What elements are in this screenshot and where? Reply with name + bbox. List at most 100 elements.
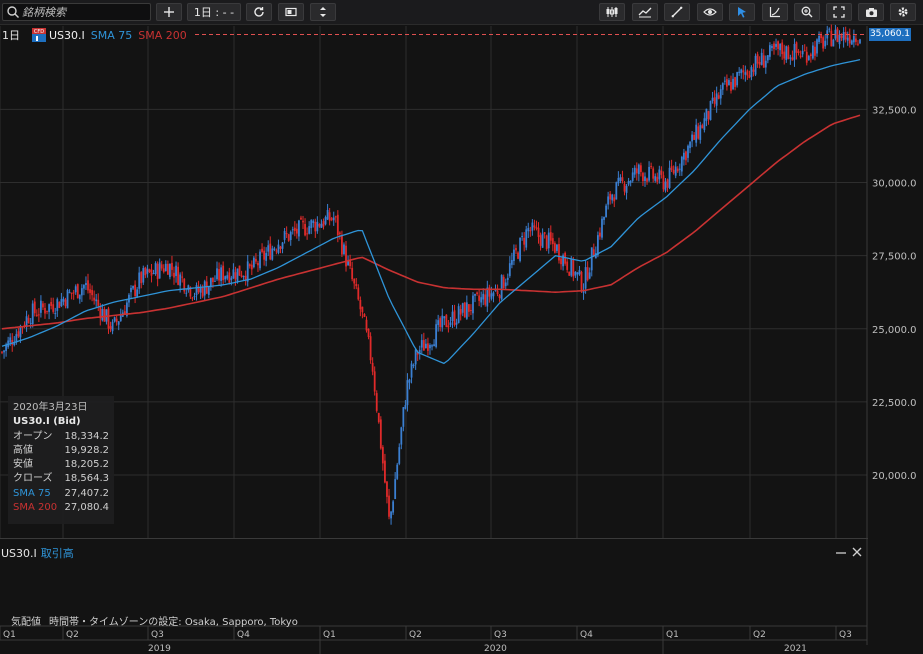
candle-body	[107, 308, 110, 329]
candle-body	[324, 217, 327, 225]
candle-body	[381, 447, 384, 464]
candle-body	[572, 259, 575, 277]
candle-body	[713, 97, 716, 104]
candle-body	[150, 269, 153, 276]
curve-measure-icon	[769, 7, 780, 18]
quarter-label: Q2	[66, 630, 79, 640]
candle-body	[725, 79, 728, 87]
candle-body	[218, 269, 220, 281]
candle-body	[402, 407, 405, 427]
candle-body	[846, 37, 849, 41]
candle-body	[113, 317, 116, 322]
candle-body	[126, 302, 128, 316]
volume-panel-indicator[interactable]: 取引高	[40, 547, 74, 560]
screenshot-button[interactable]	[858, 3, 884, 21]
candle-body	[89, 289, 91, 293]
candle-body	[111, 321, 114, 332]
candle-body	[498, 295, 501, 299]
candle-body	[615, 182, 618, 200]
candle-body	[551, 238, 554, 245]
candle-body	[682, 152, 685, 160]
visibility-button[interactable]	[697, 3, 723, 21]
candle-body	[201, 287, 204, 297]
candle-body	[605, 205, 607, 218]
add-chart-button[interactable]	[156, 3, 182, 21]
candle-body	[214, 280, 216, 282]
candle-body	[25, 316, 28, 328]
panel-divider[interactable]	[0, 538, 868, 539]
candle-body	[541, 233, 544, 248]
candle-body	[11, 340, 14, 345]
candle-body	[531, 222, 534, 231]
timeframe-button[interactable]: 1日 : - -	[187, 3, 241, 21]
candle-body	[588, 272, 591, 279]
candle-body	[234, 272, 237, 280]
candle-body	[553, 243, 556, 253]
candle-body	[451, 311, 454, 322]
candle-body	[359, 299, 362, 310]
candle-body	[773, 43, 775, 50]
draw-line-button[interactable]	[664, 3, 690, 21]
candle-body	[160, 264, 163, 269]
refresh-button[interactable]	[246, 3, 272, 21]
candle-body	[594, 253, 597, 259]
candle-body	[807, 56, 810, 61]
grid	[0, 26, 868, 645]
candle-body	[842, 32, 845, 41]
search-input[interactable]	[22, 4, 148, 20]
candle-body	[488, 287, 491, 297]
candle-body	[820, 34, 822, 39]
sma75-line	[1, 58, 861, 365]
candle-body	[15, 334, 18, 343]
candle-body	[312, 220, 315, 224]
candle-body	[181, 276, 184, 278]
info-date: 2020年3月23日	[13, 402, 88, 413]
candle-body	[582, 290, 585, 293]
settings-button[interactable]	[890, 3, 916, 21]
candle-body	[533, 225, 536, 228]
candle-body	[332, 217, 335, 221]
candle-body	[42, 303, 44, 308]
candle-body	[758, 62, 761, 65]
y-tick-label: 20,000.0	[872, 471, 917, 482]
close-panel-button[interactable]	[851, 546, 863, 558]
candle-body	[840, 35, 843, 38]
candle-body	[240, 275, 243, 277]
candle-body	[410, 363, 413, 378]
candle-body	[341, 234, 343, 255]
minimize-panel-button[interactable]	[835, 546, 847, 558]
chart-type-button[interactable]	[599, 3, 625, 21]
sort-button[interactable]	[310, 3, 336, 21]
candle-body	[740, 69, 743, 74]
layout-button[interactable]	[278, 3, 304, 21]
timezone-setting[interactable]: 時間帯・タイムゾーンの設定: Osaka, Sapporo, Tokyo	[49, 617, 298, 628]
zoom-button[interactable]	[794, 3, 820, 21]
candle-body	[674, 166, 677, 176]
candle-body	[443, 316, 446, 319]
candle-body	[287, 234, 290, 241]
candle-body	[19, 325, 22, 338]
measure-button[interactable]	[762, 3, 788, 21]
candle-body	[754, 55, 757, 75]
candle-body	[576, 272, 579, 275]
candle-body	[768, 45, 771, 57]
symbol-search[interactable]	[2, 3, 151, 21]
fullscreen-button[interactable]	[826, 3, 852, 21]
candle-body	[734, 77, 736, 87]
quarter-label: Q1	[3, 630, 16, 640]
year-label: 2021	[784, 644, 807, 654]
candle-body	[687, 145, 689, 158]
info-title: US30.I (Bid)	[13, 416, 81, 428]
candle-body	[336, 214, 339, 236]
cfd-badge-icon: CFD	[32, 28, 46, 42]
candle-body	[500, 275, 503, 300]
candle-body	[678, 168, 681, 170]
candle-body	[789, 57, 792, 59]
legend-sma200[interactable]: SMA 200	[138, 28, 187, 42]
candle-body	[322, 221, 325, 227]
legend-sma75[interactable]: SMA 75	[90, 28, 133, 42]
indicator-button[interactable]	[632, 3, 658, 21]
cursor-button[interactable]	[729, 3, 755, 21]
candle-body	[52, 304, 55, 312]
